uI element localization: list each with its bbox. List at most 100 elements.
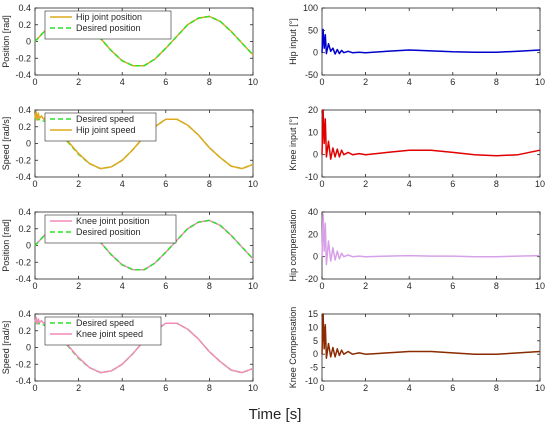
x-tick-label: 2 — [363, 77, 368, 87]
y-tick-label: 0.4 — [18, 207, 31, 217]
legend-entry: Desired speed — [76, 114, 134, 124]
x-tick-label: 0 — [32, 77, 37, 87]
subplot-7: 0 2 4 6 8 10 0.4 0.2 0 -0.2 -0.4 Speed [rad/s] Desir… — [1, 309, 258, 393]
y-tick-label: 0.2 — [18, 224, 31, 234]
x-tick-label: 4 — [120, 77, 125, 87]
x-tick-label: 8 — [207, 179, 212, 189]
y-tick-label: -10 — [305, 376, 318, 386]
x-tick-label: 8 — [207, 383, 212, 393]
y-tick-label: -0.4 — [15, 274, 31, 284]
x-tick-label: 6 — [163, 281, 168, 291]
x-tick-label: 2 — [76, 281, 81, 291]
legend-box — [44, 10, 172, 40]
y-axis-label: Hip compensation — [288, 209, 298, 281]
x-tick-label: 10 — [248, 77, 258, 87]
legend-box — [44, 112, 157, 142]
subplot-3: 0 2 4 6 8 10 0.4 0.2 0 -0.2 -0.4 Speed [rad/s] Desir… — [1, 105, 258, 189]
y-tick-label: 40 — [308, 207, 318, 217]
x-tick-label: 8 — [494, 281, 499, 291]
y-tick-label: 0.4 — [18, 309, 31, 319]
y-tick-label: -0.2 — [15, 155, 31, 165]
y-tick-label: 0.2 — [18, 122, 31, 132]
legend-box — [44, 316, 162, 346]
x-tick-label: 10 — [535, 281, 545, 291]
subplot-grid: 0 2 4 6 8 10 0.4 0.2 0 -0.2 -0.4 Position [rad] Hip … — [1, 3, 545, 393]
x-tick-label: 4 — [407, 77, 412, 87]
subplot-5: 0 2 4 6 8 10 0.4 0.2 0 -0.2 -0.4 Position [rad] Knee… — [1, 207, 258, 291]
x-tick-label: 2 — [76, 179, 81, 189]
series-line-2 — [34, 219, 254, 271]
series-line-1 — [321, 28, 541, 55]
series-line-1 — [321, 109, 541, 160]
x-tick-label: 2 — [363, 281, 368, 291]
y-axis-label: Speed [rad/s] — [1, 321, 11, 375]
y-tick-label: 5 — [313, 336, 318, 346]
series-line-2 — [34, 316, 254, 374]
legend-entry: Hip joint speed — [76, 125, 136, 135]
x-tick-label: 6 — [163, 77, 168, 87]
plot-area — [321, 7, 541, 76]
y-tick-label: 0.2 — [18, 20, 31, 30]
x-tick-label: 4 — [407, 281, 412, 291]
y-tick-label: 0 — [26, 241, 31, 251]
y-tick-label: -10 — [305, 172, 318, 182]
x-tick-label: 2 — [76, 383, 81, 393]
x-tick-label: 10 — [535, 383, 545, 393]
x-tick-label: 6 — [450, 77, 455, 87]
x-tick-label: 10 — [248, 179, 258, 189]
plot-area — [321, 313, 541, 382]
x-tick-label: 8 — [494, 77, 499, 87]
x-tick-label: 6 — [450, 179, 455, 189]
x-tick-label: 6 — [450, 281, 455, 291]
legend-entry: Desired speed — [76, 318, 134, 328]
y-tick-label: 0 — [26, 139, 31, 149]
y-tick-label: -50 — [305, 70, 318, 80]
y-tick-label: 0 — [313, 150, 318, 160]
series-line-2 — [34, 110, 254, 170]
y-tick-label: 0 — [313, 252, 318, 262]
x-tick-label: 0 — [32, 281, 37, 291]
y-tick-label: 0 — [313, 48, 318, 58]
y-axis-label: Hip input [°] — [288, 18, 298, 65]
x-tick-label: 2 — [76, 77, 81, 87]
series-line-1 — [321, 313, 541, 359]
y-tick-label: 0 — [26, 343, 31, 353]
y-axis-label: Knee Compensation — [288, 307, 298, 389]
x-tick-label: 2 — [363, 179, 368, 189]
plot-area — [321, 109, 541, 178]
y-tick-label: -20 — [305, 274, 318, 284]
x-tick-label: 8 — [207, 281, 212, 291]
y-tick-label: 20 — [308, 105, 318, 115]
x-tick-label: 10 — [248, 383, 258, 393]
x-tick-label: 2 — [363, 383, 368, 393]
legend-entry: Knee joint position — [76, 216, 150, 226]
subplot-1: 0 2 4 6 8 10 0.4 0.2 0 -0.2 -0.4 Position [rad] Hip … — [1, 3, 258, 87]
y-axis-label: Position [rad] — [1, 15, 11, 68]
legend-entry: Desired position — [76, 227, 141, 237]
y-tick-label: -0.4 — [15, 70, 31, 80]
y-tick-label: -5 — [310, 363, 318, 373]
y-tick-label: 20 — [308, 229, 318, 239]
x-tick-label: 6 — [450, 383, 455, 393]
y-axis-label: Knee input [°] — [288, 116, 298, 170]
plot-area — [321, 211, 541, 280]
x-tick-label: 10 — [535, 179, 545, 189]
y-tick-label: 0.4 — [18, 105, 31, 115]
x-tick-label: 10 — [535, 77, 545, 87]
x-tick-label: 4 — [407, 383, 412, 393]
y-tick-label: 50 — [308, 25, 318, 35]
y-axis-label: Position [rad] — [1, 219, 11, 272]
series-line-2 — [34, 15, 254, 67]
legend-box — [44, 214, 177, 244]
legend-entry: Knee joint speed — [76, 329, 143, 339]
y-tick-label: 0.4 — [18, 3, 31, 13]
